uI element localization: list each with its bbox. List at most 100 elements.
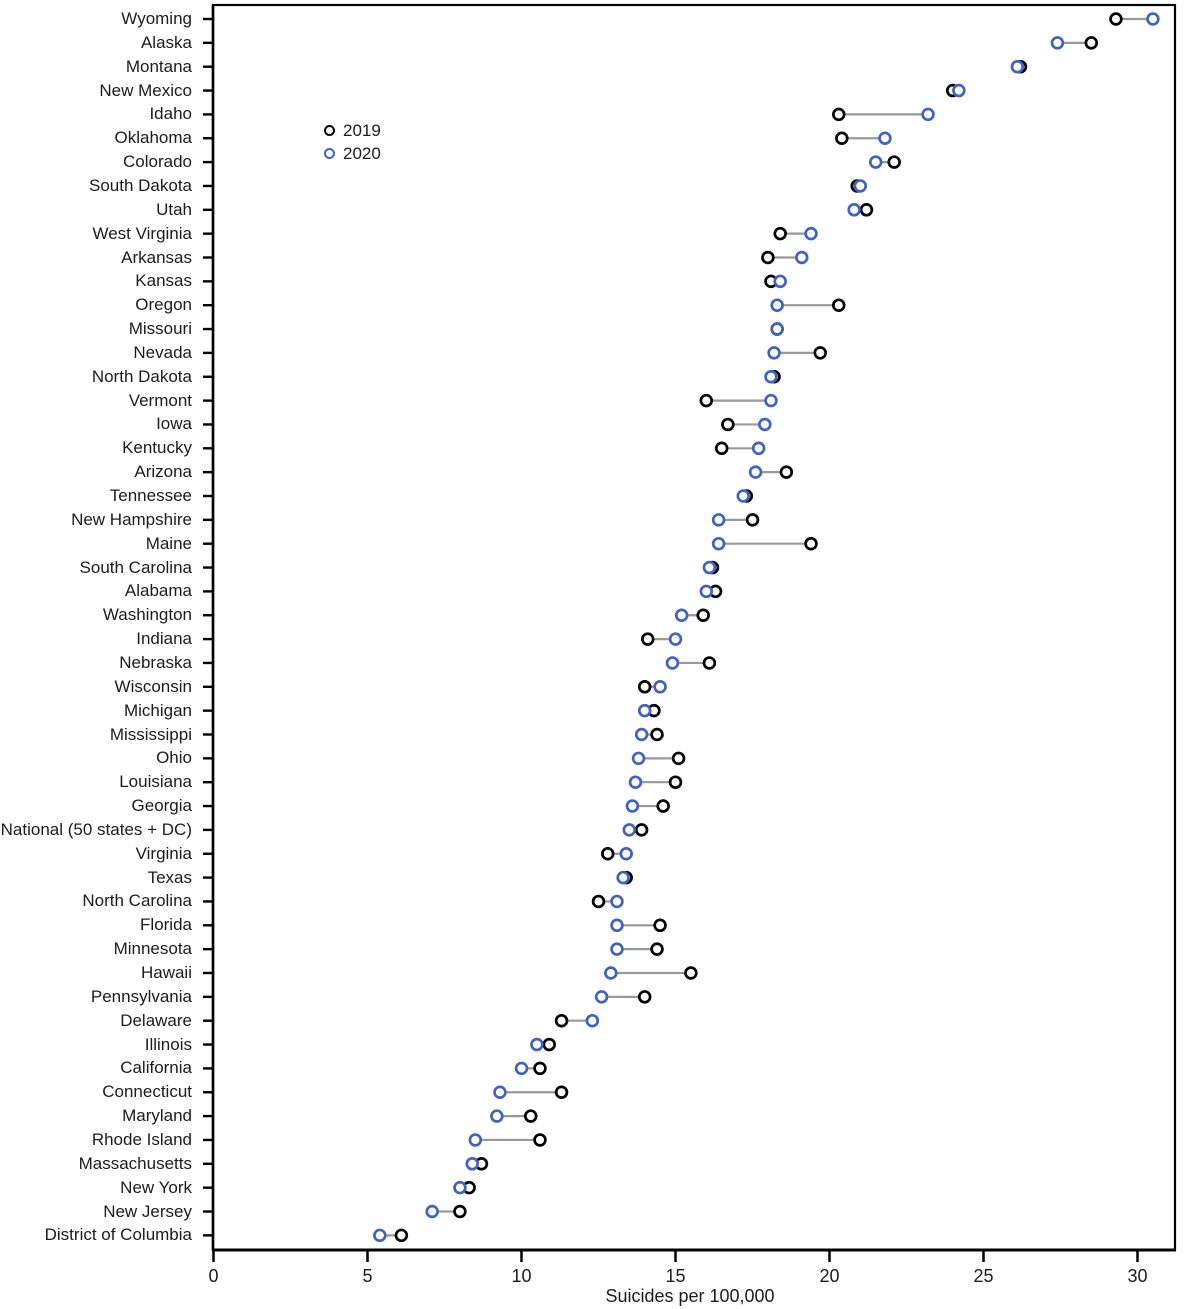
dot-2019 [453,1204,467,1219]
category-label: Texas [147,867,192,887]
dot-2020 [610,942,624,956]
category-label: Maine [145,533,192,553]
category-label: Maryland [122,1106,192,1126]
dot-2020 [952,83,966,98]
x-tick-label: 15 [665,1266,686,1286]
legend-2020-circle-icon [324,148,335,159]
dot-2020 [425,1204,439,1219]
dot-2019 [813,346,828,360]
category-label: Wisconsin [114,676,192,696]
dot-2019 [831,107,846,122]
category-label: Nevada [133,342,192,362]
dot-2020 [625,799,640,813]
category-label: Ohio [156,748,192,768]
category-label: Rhode Island [91,1129,192,1149]
dot-2019 [650,727,664,742]
dot-2019 [831,298,846,312]
category-label: Washington [102,605,192,625]
dot-2019 [699,393,714,408]
dot-2020 [764,370,778,384]
category-label: Idaho [149,104,192,124]
dot-2019 [761,250,775,265]
dot-2020 [764,393,778,408]
category-label: Oklahoma [114,128,192,148]
category-label: Oregon [135,295,192,315]
category-label: District of Columbia [44,1225,192,1245]
category-label: Michigan [123,700,192,720]
dot-2020 [751,441,766,456]
dot-2020 [490,1109,504,1123]
category-label: Utah [156,199,192,219]
dot-2019 [1084,36,1099,50]
category-label: South Carolina [79,557,192,577]
category-label: New Mexico [99,80,192,100]
dot-2020 [878,131,892,146]
dot-2020 [773,274,787,289]
dot-2019 [650,942,664,956]
legend-entry-2019: 2019 [324,121,381,140]
dot-2019 [554,1085,569,1099]
category-label: Arkansas [121,247,192,267]
dot-2020 [1010,59,1025,74]
dot-2020 [514,1061,529,1076]
dot-2020 [770,322,784,336]
category-label: Hawaii [140,963,192,982]
dot-2020 [619,846,633,861]
dot-2019 [394,1228,409,1243]
dot-2020 [453,1180,467,1195]
dot-2019 [637,990,652,1004]
category-label: National (50 states + DC) [0,819,192,839]
dot-2019 [702,656,717,670]
category-label: Tennessee [109,486,192,505]
dot-2020 [628,775,643,789]
dot-2019 [859,203,874,217]
category-label: Arizona [134,462,192,482]
legend: 2019 2020 [324,121,381,167]
dot-2019 [773,226,787,241]
dot-2020 [711,513,726,527]
dot-2020 [674,608,689,622]
category-label: Alabama [124,581,192,601]
dot-2019 [804,536,818,551]
dot-2020 [711,536,726,551]
dot-2020 [758,417,772,432]
dot-2020 [585,1013,600,1028]
dot-2019 [523,1109,538,1123]
dot-2020 [373,1228,387,1243]
category-label: Nebraska [119,652,192,672]
category-label: Montana [125,56,192,76]
dot-2019 [637,680,652,694]
dot-2019 [641,632,655,646]
category-label: Minnesota [113,939,192,959]
category-label: New York [120,1177,192,1197]
dot-2020 [702,560,717,575]
category-label: Connecticut [102,1082,192,1102]
category-label: Illinois [144,1034,192,1054]
category-label: Missouri [128,319,192,339]
dot-2020 [610,894,624,909]
category-label: West Virginia [92,223,192,243]
dot-2019 [1109,12,1123,26]
category-label: Kansas [135,271,192,291]
dot-2020 [631,751,646,766]
legend-2020-label: 2020 [343,144,381,163]
category-label: Vermont [128,390,192,410]
dot-2020 [468,1133,483,1147]
dot-2020 [668,632,683,646]
category-label: New Jersey [103,1201,192,1221]
dot-2019 [656,799,670,813]
legend-2019-circle-icon [324,125,335,136]
category-label: Wyoming [121,9,192,28]
dot-2019 [721,417,735,432]
category-label: Delaware [120,1010,192,1030]
dot-2019 [745,513,760,527]
dot-2019 [714,441,729,456]
dot-2020 [767,346,781,360]
dot-2019 [684,966,698,980]
plot-frame [211,3,1177,1252]
dot-2019 [533,1061,547,1076]
dot-2020 [736,489,751,503]
category-label: Massachusetts [78,1153,192,1173]
dot-2019 [887,155,901,169]
category-label: New Hampshire [71,509,192,529]
